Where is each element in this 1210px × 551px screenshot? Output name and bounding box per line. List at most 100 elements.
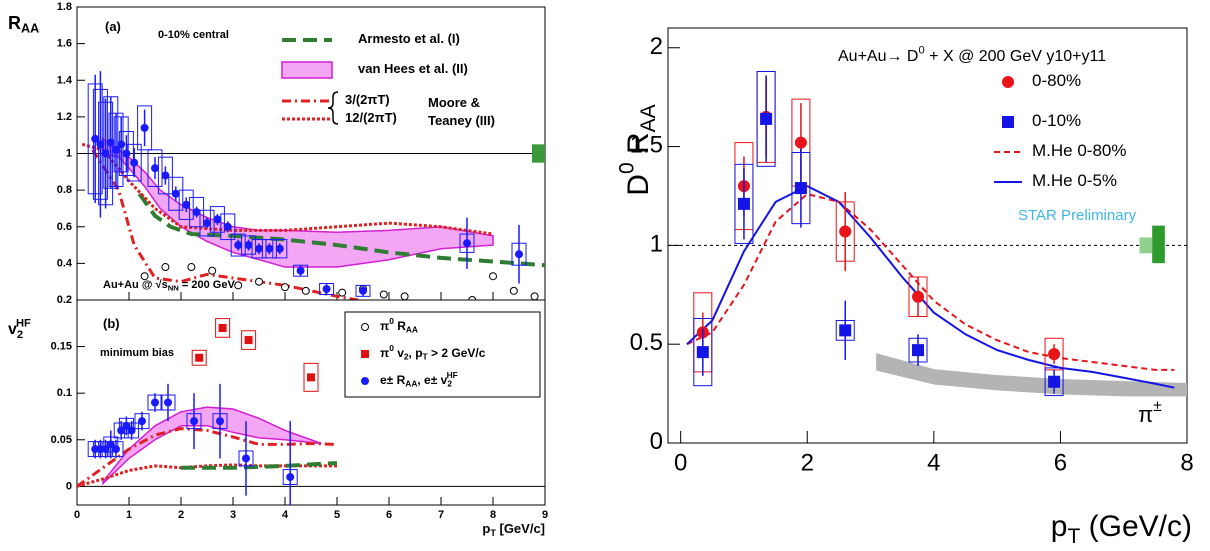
text-part: Moore & <box>428 95 480 110</box>
systematic-box <box>215 318 231 338</box>
annotation: π± <box>1138 398 1162 427</box>
marker <box>265 244 274 253</box>
marker <box>171 189 180 198</box>
text-part: 0-80% <box>1032 71 1081 90</box>
y-tick-label: 0.15 <box>51 340 72 352</box>
y-tick-label: 0.4 <box>57 257 73 269</box>
marker <box>203 219 211 228</box>
text-part: 0 <box>389 316 394 326</box>
marker <box>1002 116 1014 128</box>
curve <box>181 461 338 470</box>
text-part: 1.6 <box>57 38 72 50</box>
marker <box>737 197 750 210</box>
marker <box>760 112 773 125</box>
legend-label: M.He 0-80% <box>1032 141 1126 160</box>
panel: 0.2 0.4 0.6 0.8 1 1.2 1.4 1.6 1.8 Armesto et al. … <box>8 1 546 306</box>
x-tick-label: 2 <box>801 450 814 477</box>
text-part: 2 <box>650 33 663 60</box>
text-part: 0.1 <box>57 387 72 399</box>
text-part: 0-10% central <box>158 29 229 41</box>
x-tick-label: 8 <box>490 509 496 521</box>
plot-area <box>77 318 338 505</box>
text-part: 1.5 <box>630 132 663 159</box>
text-part: ± <box>1153 398 1161 415</box>
x-tick-label: 0 <box>674 450 687 477</box>
annotation: (b) <box>103 316 120 331</box>
normalization-box <box>532 144 545 163</box>
legend-label: 12/(2πT) <box>345 110 397 125</box>
text-part: 6 <box>386 509 392 521</box>
marker <box>361 350 369 358</box>
plot-frame <box>667 27 1188 444</box>
x-tick-label: 9 <box>542 509 548 521</box>
marker <box>161 263 170 272</box>
marker <box>190 417 198 426</box>
text-part: π <box>380 346 389 360</box>
legend-label: 0-10% <box>1032 111 1081 130</box>
annotation: minimum bias <box>100 347 174 359</box>
text-part: p <box>1051 510 1068 543</box>
text-part: 2 <box>447 379 452 389</box>
marker <box>151 164 159 173</box>
marker <box>244 336 253 345</box>
annotation: 0-10% central <box>158 29 229 41</box>
annotation: Au+Au→ D0 + X @ 200 GeV y10+y11 <box>838 44 1106 65</box>
text-part: 0-10% <box>1032 111 1081 130</box>
text-part: 0.5 <box>630 330 663 357</box>
text-part: π <box>380 319 389 333</box>
marker <box>140 123 149 132</box>
legend-label: van Hees et al. (II) <box>358 61 468 76</box>
text-part: R <box>8 13 21 33</box>
marker <box>106 138 115 147</box>
panel: 0 0.5 1 1.5 2 0 2 4 6 8 0-80% 0-10% M.He 0-80% M.He 0… <box>615 27 1194 548</box>
marker <box>322 285 331 294</box>
text-part: 2 <box>17 329 23 341</box>
text-part: (b) <box>103 316 120 331</box>
legend-brace <box>327 91 339 125</box>
annotation: Teaney (III) <box>428 113 495 128</box>
marker <box>301 286 310 295</box>
text-part: 12/(2πT) <box>345 110 397 125</box>
text-part: Au+Au @ √s <box>103 279 168 291</box>
marker <box>912 290 925 303</box>
text-part: van Hees et al. (II) <box>358 61 468 76</box>
text-part: + X @ 200 GeV y10+y11 <box>925 48 1106 65</box>
marker <box>281 283 289 292</box>
curve <box>686 184 1175 389</box>
curve <box>81 142 494 236</box>
marker <box>515 250 523 259</box>
marker <box>1048 348 1061 361</box>
marker <box>223 222 232 231</box>
text-part: v <box>394 346 404 360</box>
marker <box>182 200 191 209</box>
systematic-box <box>118 131 134 176</box>
marker <box>794 136 807 149</box>
systematic-box <box>199 209 215 237</box>
text-part: HF <box>447 370 458 380</box>
text-part: AA <box>405 379 417 389</box>
y-tick-label: 0.2 <box>57 294 72 306</box>
marker <box>468 296 477 300</box>
marker <box>696 346 709 359</box>
text-part: = 200 GeV <box>179 279 236 291</box>
systematic-box <box>157 156 173 195</box>
y-tick-label: 1.8 <box>57 1 72 13</box>
text-part: 0 <box>674 450 687 477</box>
text-part: AA <box>637 104 660 132</box>
text-part: NN <box>168 283 180 292</box>
text-part: > 2 GeV/c <box>428 346 486 360</box>
marker <box>161 171 170 180</box>
band <box>102 406 322 486</box>
marker <box>112 445 120 454</box>
legend-label: π0 v2, pT > 2 GeV/c <box>380 343 486 362</box>
marker <box>361 323 369 331</box>
x-tick-label: 6 <box>1054 450 1067 477</box>
marker <box>1002 76 1014 88</box>
systematic-box <box>168 176 184 211</box>
text-part: 5 <box>334 509 340 521</box>
marker <box>96 140 105 149</box>
text-part: , e± v <box>417 373 447 387</box>
marker <box>151 398 159 407</box>
